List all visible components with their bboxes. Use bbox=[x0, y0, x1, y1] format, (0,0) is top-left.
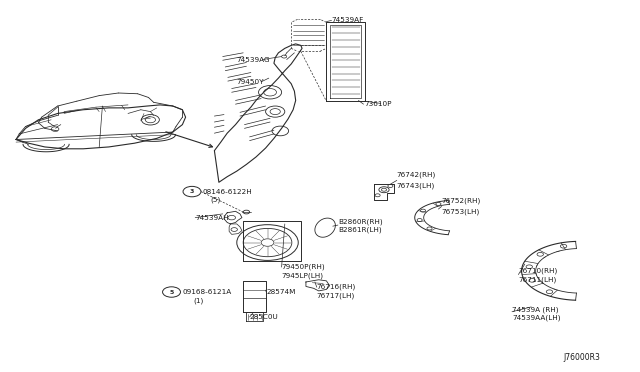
Text: 3: 3 bbox=[190, 189, 194, 194]
Text: 76716(RH): 76716(RH) bbox=[317, 284, 356, 291]
Circle shape bbox=[183, 186, 201, 197]
Text: 76710(RH): 76710(RH) bbox=[518, 267, 557, 274]
Text: 7945LP(LH): 7945LP(LH) bbox=[282, 273, 324, 279]
Text: 79450P(RH): 79450P(RH) bbox=[282, 264, 325, 270]
Circle shape bbox=[163, 287, 180, 297]
Text: 79450Y: 79450Y bbox=[237, 79, 264, 85]
Text: 09168-6121A: 09168-6121A bbox=[182, 289, 232, 295]
Text: 76752(RH): 76752(RH) bbox=[442, 198, 481, 204]
Text: B2861R(LH): B2861R(LH) bbox=[338, 227, 381, 233]
Text: 74539AF: 74539AF bbox=[332, 17, 364, 23]
Text: 74539AG: 74539AG bbox=[237, 57, 271, 62]
Text: 76717(LH): 76717(LH) bbox=[317, 292, 355, 299]
Text: (1): (1) bbox=[193, 297, 204, 304]
Text: B2860R(RH): B2860R(RH) bbox=[338, 218, 383, 225]
Text: 76742(RH): 76742(RH) bbox=[397, 171, 436, 178]
Text: 74539A (RH): 74539A (RH) bbox=[512, 306, 559, 313]
Text: J76000R3: J76000R3 bbox=[563, 353, 600, 362]
Text: 74539AH: 74539AH bbox=[195, 215, 229, 221]
Text: 08146-6122H: 08146-6122H bbox=[202, 189, 252, 195]
Text: 285C0U: 285C0U bbox=[250, 314, 278, 320]
Text: 74539AA(LH): 74539AA(LH) bbox=[512, 315, 561, 321]
Text: (5): (5) bbox=[210, 197, 220, 203]
Text: 76753(LH): 76753(LH) bbox=[442, 209, 480, 215]
Text: 76743(LH): 76743(LH) bbox=[397, 183, 435, 189]
Text: 5: 5 bbox=[170, 289, 173, 295]
Text: 76711(LH): 76711(LH) bbox=[518, 276, 557, 283]
Text: 73610P: 73610P bbox=[365, 101, 392, 107]
Text: 28574M: 28574M bbox=[266, 289, 296, 295]
